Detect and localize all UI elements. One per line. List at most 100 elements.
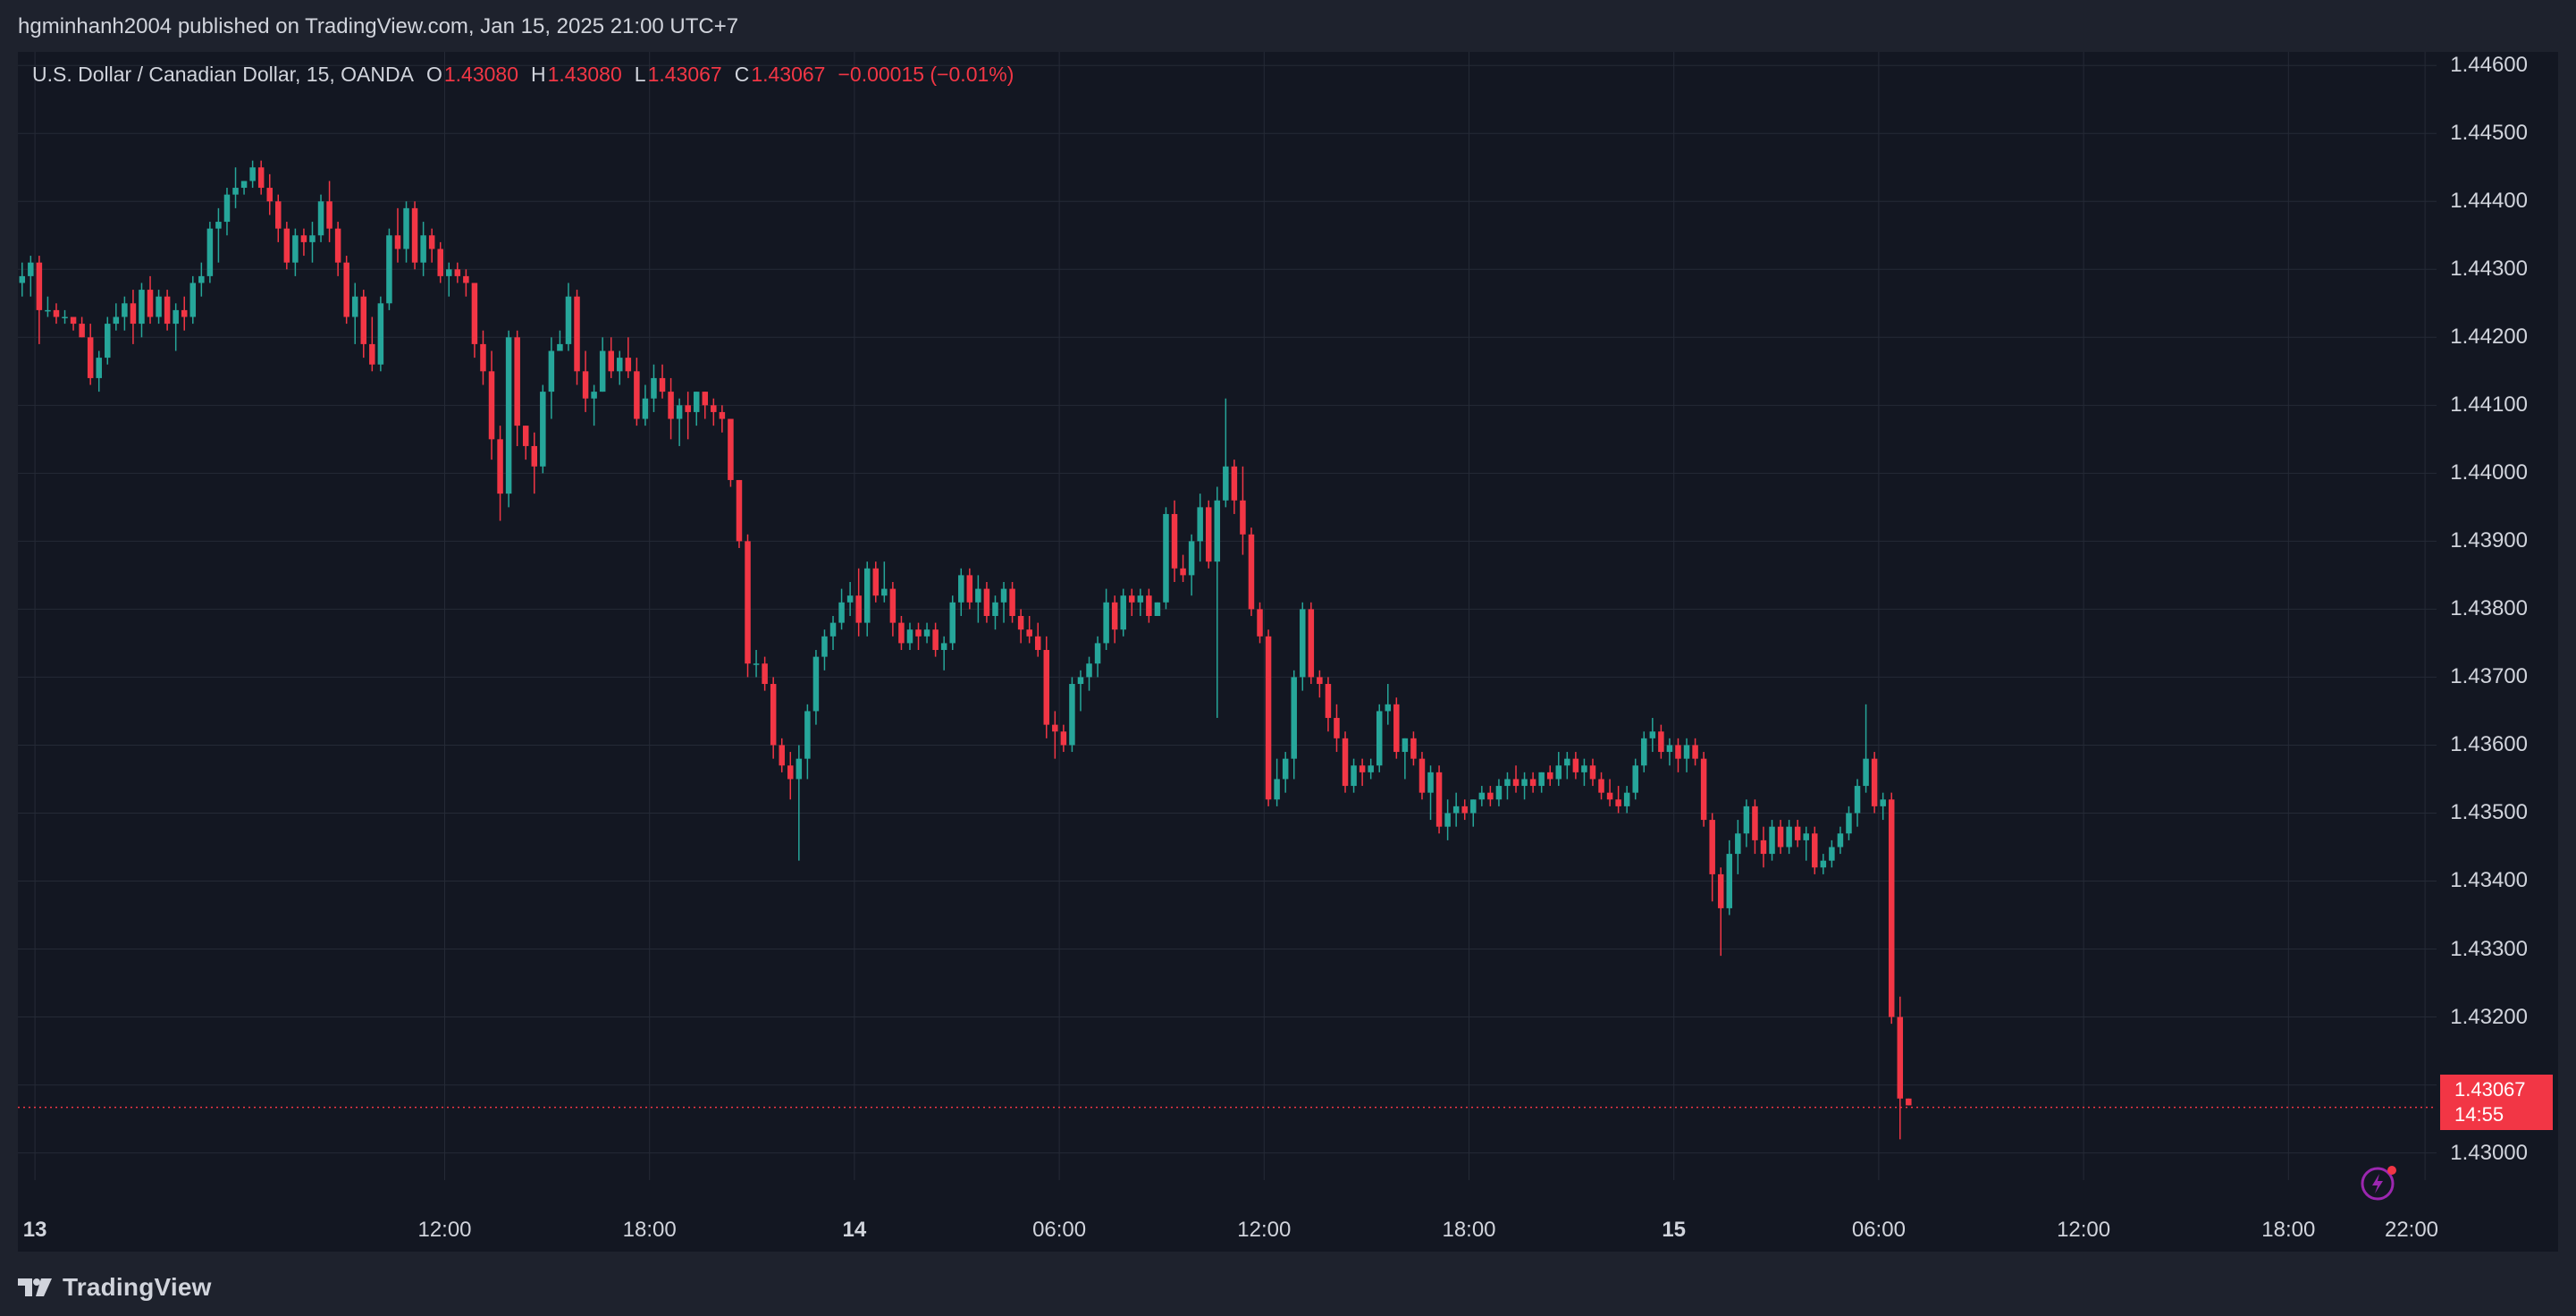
candle-body — [249, 167, 256, 181]
candle-body — [1692, 745, 1698, 759]
candle-body — [1487, 792, 1494, 800]
time-tick-label: 18:00 — [1442, 1218, 1496, 1242]
candle-body — [19, 275, 26, 283]
time-tick-label: 18:00 — [2261, 1218, 2316, 1242]
candle — [1077, 670, 1084, 712]
tradingview-logo-icon[interactable] — [18, 1277, 54, 1298]
candle — [1043, 636, 1050, 738]
candle-body — [1129, 595, 1135, 603]
candle-body — [369, 343, 375, 365]
candle-body — [1017, 616, 1024, 630]
candle — [634, 358, 640, 426]
candle-body — [1240, 500, 1246, 535]
candle — [779, 738, 785, 772]
candle-body — [326, 201, 333, 229]
candle — [1623, 786, 1630, 814]
candle — [334, 222, 341, 276]
candle-body — [1837, 833, 1844, 848]
candle-body — [1760, 839, 1767, 855]
candle-body — [676, 405, 683, 419]
candle-body — [804, 711, 811, 759]
candle-body — [966, 575, 973, 603]
candle — [411, 201, 418, 270]
grid-lines — [18, 52, 2437, 1180]
price-tick-label: 1.44000 — [2450, 460, 2528, 485]
candle-body — [300, 235, 307, 242]
candle — [1418, 752, 1426, 800]
candle-body — [215, 222, 222, 229]
candle — [1223, 398, 1229, 508]
candle — [1342, 731, 1349, 793]
candle — [1086, 656, 1092, 691]
candle — [147, 275, 154, 325]
candle-body — [1658, 731, 1664, 753]
low-label: L — [634, 63, 646, 86]
candle — [1598, 772, 1604, 800]
candle-body — [1137, 595, 1144, 603]
candle — [958, 568, 964, 616]
candle-body — [1709, 820, 1715, 874]
candle — [711, 398, 717, 426]
symbol-title[interactable]: U.S. Dollar / Canadian Dollar, 15, OANDA — [32, 63, 414, 86]
candle — [1863, 704, 1869, 793]
candle-body — [122, 303, 128, 317]
candle — [428, 228, 435, 263]
candle-body — [540, 392, 546, 467]
candle — [164, 290, 171, 331]
candle — [1786, 820, 1792, 855]
candle-body — [1231, 466, 1238, 501]
candle — [1359, 758, 1366, 787]
price-tick-label: 1.44600 — [2450, 53, 2528, 78]
candle-body — [156, 296, 162, 317]
candle — [531, 432, 538, 494]
candle — [863, 561, 871, 637]
price-tick-label: 1.43200 — [2450, 1004, 2528, 1029]
candle-body — [1512, 779, 1520, 787]
tradingview-brand[interactable]: TradingView — [63, 1273, 212, 1301]
candle-body — [1854, 786, 1861, 814]
symbol-legend[interactable]: U.S. Dollar / Canadian Dollar, 15, OANDA… — [32, 63, 1014, 87]
candle — [471, 283, 478, 359]
candle-body — [1385, 704, 1392, 712]
chart-area[interactable]: U.S. Dollar / Canadian Dollar, 15, OANDA… — [18, 52, 2558, 1252]
candle — [548, 337, 555, 419]
candle-body — [1223, 466, 1229, 501]
price-tick-label: 1.43900 — [2450, 528, 2528, 553]
candle-body — [1546, 772, 1553, 780]
candle-body — [497, 439, 503, 494]
candle-body — [334, 228, 341, 263]
time-tick-label: 22:00 — [2384, 1218, 2439, 1242]
candle-body — [206, 228, 214, 276]
candle — [1606, 779, 1613, 806]
price-tick-label: 1.43400 — [2450, 868, 2528, 893]
candlestick-chart[interactable] — [18, 52, 2558, 1252]
candle — [1794, 820, 1801, 848]
candle — [923, 622, 930, 644]
candle-body — [240, 181, 248, 189]
candle-body — [1402, 738, 1409, 753]
candle-body — [1000, 588, 1007, 603]
candle-body — [1812, 833, 1818, 868]
candle-body — [1846, 813, 1852, 834]
candle — [62, 309, 68, 325]
candle — [940, 636, 947, 671]
candle — [1529, 772, 1536, 793]
candles — [19, 160, 1912, 1140]
candle — [1000, 581, 1007, 623]
candle-body — [745, 541, 751, 664]
candle-body — [139, 290, 145, 325]
candle — [1717, 867, 1724, 957]
candle-body — [1863, 758, 1869, 787]
candle — [1146, 588, 1152, 623]
candle-body — [548, 350, 555, 392]
candle-body — [360, 296, 367, 344]
candle — [139, 283, 145, 338]
candle — [1060, 724, 1067, 753]
candle — [1205, 500, 1212, 569]
candle-body — [1735, 833, 1741, 855]
candle — [966, 568, 973, 610]
candle-body — [1880, 799, 1886, 806]
candle-body — [1325, 684, 1332, 719]
lightning-icon[interactable] — [2360, 1162, 2399, 1202]
candle-body — [113, 316, 120, 325]
